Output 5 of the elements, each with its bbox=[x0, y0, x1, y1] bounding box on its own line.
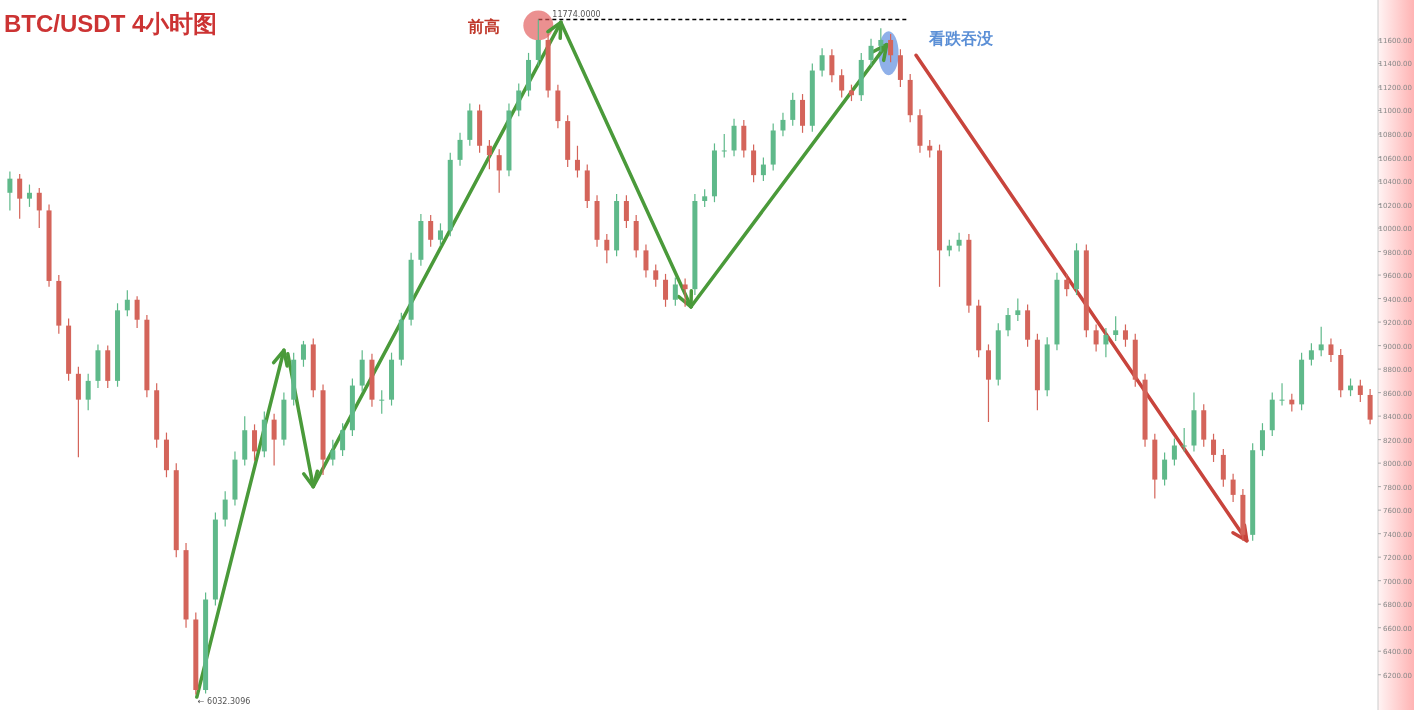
ref-line-label: 11774.0000 bbox=[552, 9, 601, 19]
annotation: ← 6032.3096 bbox=[197, 697, 251, 707]
annotation: 前高 bbox=[468, 16, 501, 36]
title: BTC/USDT 4小时图 bbox=[4, 10, 218, 37]
annotation: 看跌吞没 bbox=[928, 29, 993, 49]
